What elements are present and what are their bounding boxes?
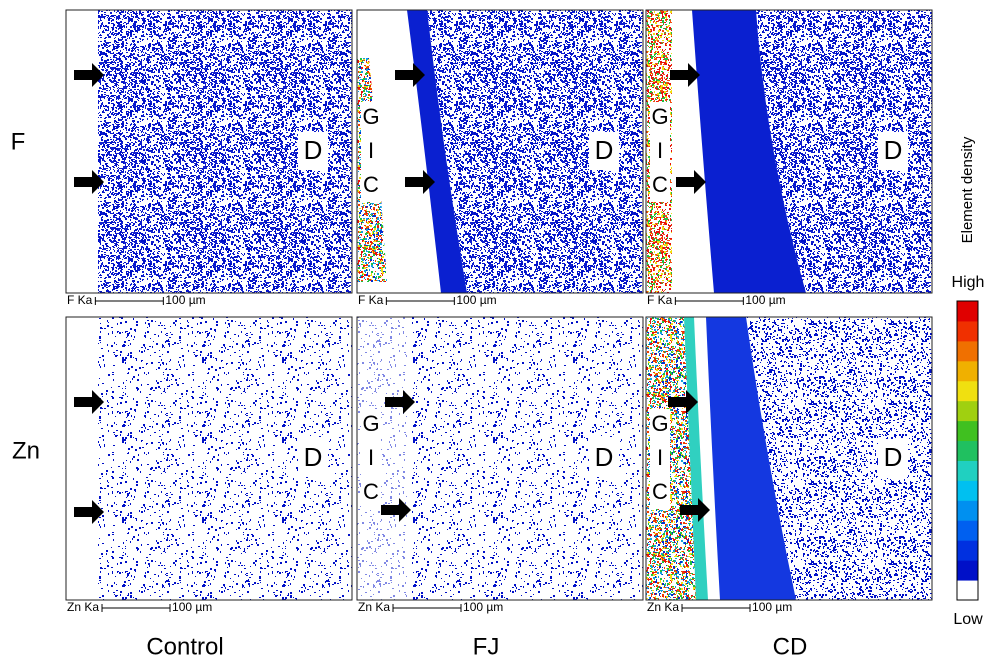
row-label: F (11, 128, 26, 155)
scale-element: Zn Ka (647, 600, 679, 614)
region-label: D (884, 442, 903, 472)
scale-length: 100 µm (456, 293, 496, 307)
gic-label: I (368, 445, 374, 470)
scale-element: Zn Ka (358, 600, 390, 614)
colorbar-title: Element density (959, 136, 976, 243)
scale-element: F Ka (647, 293, 673, 307)
gic-label: C (363, 479, 379, 504)
map-panel: D GIC Zn Ka 100 µm (646, 317, 932, 614)
scale-length: 100 µm (752, 600, 792, 614)
column-label: CD (773, 633, 808, 659)
scale-length: 100 µm (745, 293, 785, 307)
gic-label: I (657, 138, 663, 163)
map-panel: D GIC F Ka 100 µm (357, 10, 643, 307)
scale-length: 100 µm (172, 600, 212, 614)
map-panel: D Zn Ka 100 µm (66, 317, 384, 614)
map-panel: D F Ka 100 µm (66, 10, 384, 307)
map-panel: D GIC F Ka 100 µm (646, 10, 932, 307)
gic-label: I (368, 138, 374, 163)
colorbar-low: Low (953, 611, 983, 628)
scale-element: Zn Ka (67, 600, 99, 614)
column-label: Control (146, 633, 223, 659)
gic-label: C (652, 172, 668, 197)
region-label: D (304, 442, 323, 472)
map-image (66, 10, 384, 293)
gic-label: C (363, 172, 379, 197)
scale-length: 100 µm (463, 600, 503, 614)
column-label: FJ (473, 633, 500, 659)
map-image (66, 317, 384, 600)
gic-label: C (652, 479, 668, 504)
gic-label: G (651, 411, 668, 436)
scale-element: F Ka (358, 293, 384, 307)
region-label: D (595, 135, 614, 165)
colorbar (957, 301, 978, 601)
scale-element: F Ka (67, 293, 93, 307)
gic-label: G (651, 104, 668, 129)
row-label: Zn (12, 437, 40, 464)
scale-length: 100 µm (165, 293, 205, 307)
region-label: D (595, 442, 614, 472)
colorbar-high: High (952, 274, 985, 291)
region-label: D (304, 135, 323, 165)
gic-label: I (657, 445, 663, 470)
gic-label: G (362, 104, 379, 129)
region-label: D (884, 135, 903, 165)
gic-label: G (362, 411, 379, 436)
